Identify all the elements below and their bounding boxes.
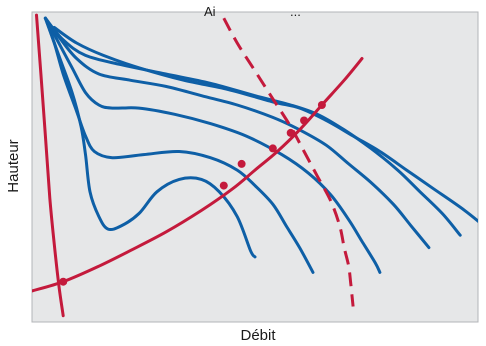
top-label-fragment: ...: [290, 4, 301, 19]
pump-curve-line: [52, 26, 478, 223]
top-label-fragment: Ai: [204, 4, 216, 19]
pump-curve-line: [43, 16, 315, 274]
intersection-point: [237, 159, 246, 168]
intersection-point: [286, 128, 295, 137]
intersection-point: [268, 144, 277, 153]
intersection-point: [317, 101, 326, 109]
y-axis-label: Hauteur: [5, 139, 22, 192]
pump-curve-line: [43, 16, 382, 274]
pump-curve-line: [43, 16, 431, 250]
dashed-curve-line: [222, 17, 355, 307]
system-curve-line: [35, 13, 65, 318]
x-axis-label: Débit: [240, 327, 276, 344]
intersection-point: [59, 277, 68, 286]
intersection-point: [300, 116, 309, 125]
series-group: [32, 13, 478, 318]
plot-area: [31, 11, 479, 323]
intersection-point: [219, 181, 228, 190]
